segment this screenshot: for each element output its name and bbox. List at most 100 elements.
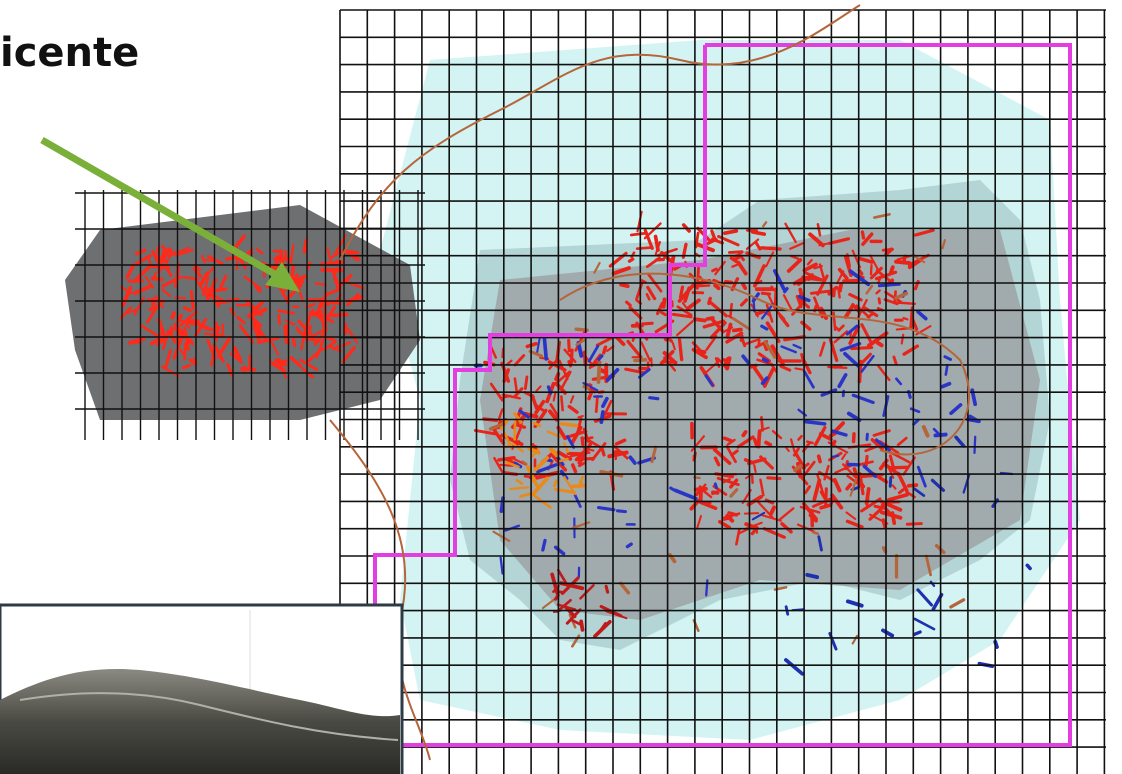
arrow bbox=[40, 136, 287, 284]
feature bbox=[849, 477, 858, 497]
feature bbox=[894, 259, 912, 266]
feature bbox=[837, 267, 849, 281]
feature bbox=[542, 336, 549, 361]
feature bbox=[599, 410, 605, 424]
feature bbox=[713, 283, 721, 291]
feature bbox=[650, 445, 658, 464]
feature bbox=[525, 465, 539, 488]
feature bbox=[743, 512, 760, 515]
feature bbox=[753, 366, 767, 384]
feature bbox=[640, 341, 652, 362]
feature bbox=[857, 256, 874, 264]
feature bbox=[180, 319, 196, 326]
feature bbox=[337, 274, 353, 289]
feature bbox=[536, 463, 558, 474]
feature bbox=[816, 223, 822, 237]
feature bbox=[558, 457, 569, 463]
feature bbox=[739, 254, 745, 262]
feature bbox=[869, 264, 873, 276]
feature bbox=[896, 436, 908, 447]
feature bbox=[841, 453, 847, 461]
feature bbox=[165, 266, 173, 278]
feature bbox=[556, 425, 568, 441]
feature bbox=[250, 316, 263, 328]
feature bbox=[831, 454, 840, 458]
feature bbox=[837, 373, 848, 389]
feature bbox=[627, 257, 635, 263]
feature bbox=[896, 471, 909, 493]
feature bbox=[912, 418, 920, 426]
feature bbox=[552, 390, 557, 402]
feature bbox=[601, 396, 609, 409]
feature bbox=[629, 231, 646, 237]
feature bbox=[731, 327, 743, 333]
feature bbox=[943, 355, 952, 361]
feature bbox=[848, 325, 861, 346]
feature bbox=[207, 254, 224, 266]
feature bbox=[560, 576, 580, 595]
feature bbox=[570, 425, 583, 445]
feature bbox=[869, 513, 889, 525]
feature bbox=[569, 618, 582, 626]
feature bbox=[569, 395, 575, 404]
feature bbox=[611, 266, 631, 276]
feature bbox=[599, 367, 607, 373]
feature bbox=[803, 419, 827, 426]
feature bbox=[722, 517, 733, 521]
feature bbox=[595, 335, 615, 347]
feature bbox=[864, 454, 869, 467]
feature bbox=[941, 239, 946, 250]
feature bbox=[760, 376, 769, 386]
feature bbox=[944, 363, 949, 376]
feature bbox=[857, 268, 864, 276]
feature bbox=[692, 317, 707, 323]
feature bbox=[869, 254, 880, 273]
feature bbox=[694, 231, 700, 249]
feature bbox=[690, 435, 705, 452]
feature bbox=[628, 305, 643, 320]
feature bbox=[884, 247, 894, 256]
feature bbox=[794, 367, 804, 371]
feature bbox=[328, 344, 342, 353]
feature bbox=[513, 354, 526, 367]
feature bbox=[699, 486, 713, 499]
feature bbox=[949, 598, 966, 609]
feature bbox=[286, 283, 303, 300]
feature bbox=[669, 486, 676, 492]
feature bbox=[332, 274, 341, 292]
feature bbox=[580, 436, 585, 447]
feature bbox=[741, 430, 748, 438]
feature bbox=[497, 456, 516, 462]
feature bbox=[238, 324, 255, 344]
feature bbox=[751, 511, 766, 521]
feature bbox=[678, 285, 685, 299]
feature bbox=[499, 496, 505, 514]
feature bbox=[858, 472, 865, 496]
feature bbox=[213, 321, 219, 335]
feature bbox=[173, 326, 185, 339]
feature bbox=[299, 358, 319, 371]
feature bbox=[132, 284, 152, 296]
feature bbox=[640, 279, 647, 284]
feature bbox=[247, 307, 268, 319]
feature bbox=[760, 324, 769, 331]
feature bbox=[759, 478, 765, 497]
feature bbox=[778, 507, 795, 521]
feature bbox=[575, 339, 586, 346]
feature bbox=[916, 465, 927, 488]
feature bbox=[877, 282, 901, 288]
feature bbox=[804, 485, 811, 495]
feature bbox=[895, 377, 903, 386]
feature bbox=[795, 294, 803, 309]
feature bbox=[563, 442, 569, 454]
feature bbox=[663, 356, 677, 372]
feature bbox=[930, 478, 946, 492]
feature bbox=[605, 610, 628, 620]
feature bbox=[722, 436, 733, 443]
feature bbox=[333, 267, 339, 277]
feature bbox=[189, 289, 195, 310]
feature bbox=[711, 267, 718, 273]
feature bbox=[824, 487, 828, 507]
feature bbox=[566, 435, 576, 449]
